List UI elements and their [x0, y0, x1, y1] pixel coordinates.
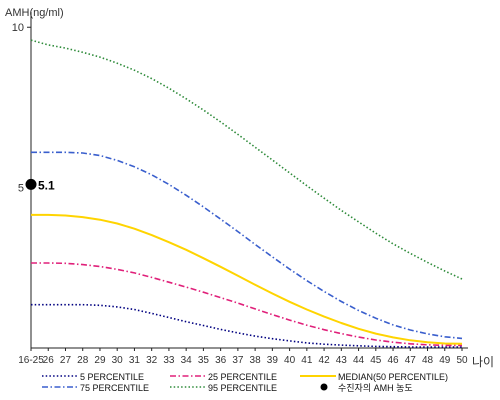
y-tick-label: 10 — [12, 22, 24, 34]
x-tick-label: 49 — [439, 355, 451, 366]
patient-amh-value-label: 5.1 — [38, 178, 55, 192]
x-tick-label: 35 — [198, 355, 210, 366]
x-tick-label: 38 — [250, 355, 262, 366]
x-tick-label: 47 — [405, 355, 417, 366]
legend-label: 95 PERCENTILE — [208, 383, 277, 393]
series-line-95-percentile — [30, 39, 463, 280]
x-tick-label: 42 — [319, 355, 331, 366]
patient-amh-point — [25, 178, 37, 190]
x-tick-label: 29 — [94, 355, 106, 366]
legend-item: 25 PERCENTILE — [170, 372, 277, 382]
y-tick-label: 5 — [18, 183, 24, 195]
x-tick-label: 50 — [456, 355, 468, 366]
series-line-5-percentile — [31, 303, 462, 348]
legend-label: 수진자의 AMH 농도 — [338, 383, 413, 393]
x-tick-label: 31 — [129, 355, 141, 366]
x-tick-label: 36 — [215, 355, 227, 366]
x-tick-label: 37 — [232, 355, 244, 366]
x-tick-label: 45 — [370, 355, 382, 366]
x-tick-label: 26 — [43, 355, 55, 366]
x-tick-label: 46 — [387, 355, 399, 366]
x-tick-label: 28 — [77, 355, 89, 366]
x-axis-label: 나이 — [472, 355, 494, 369]
x-tick-label: 27 — [60, 355, 72, 366]
legend-item: 수진자의 AMH 농도 — [320, 383, 413, 393]
legend-label: 25 PERCENTILE — [208, 372, 277, 382]
x-tick-label: 40 — [284, 355, 296, 366]
legend-label: MEDIAN(50 PERCENTILE) — [338, 372, 448, 382]
series-line-median-50-percentile- — [31, 213, 463, 345]
x-tick-label: 44 — [353, 355, 365, 366]
x-tick-label: 32 — [146, 355, 158, 366]
x-tick-label: 43 — [336, 355, 348, 366]
y-axis-label: AMH(ng/ml) — [5, 7, 64, 19]
legend-item: 75 PERCENTILE — [42, 383, 149, 393]
legend: 5 PERCENTILE 25 PERCENTILE MEDIAN(50 PERCE… — [42, 372, 448, 393]
x-tick-label: 34 — [181, 355, 193, 366]
patient-marker: 5.1 — [25, 178, 55, 192]
x-tick-label: 33 — [163, 355, 175, 366]
legend-label: 75 PERCENTILE — [80, 383, 149, 393]
legend-swatch-marker — [320, 383, 328, 391]
x-tick-label: 41 — [301, 355, 313, 366]
series-line-25-percentile — [31, 262, 462, 347]
axes — [30, 12, 468, 349]
series-line-75-percentile — [31, 151, 463, 340]
x-tick-label: 48 — [422, 355, 434, 366]
legend-item: MEDIAN(50 PERCENTILE) — [300, 372, 448, 382]
series-lines — [30, 39, 463, 348]
y-ticks: 5 10 — [12, 22, 31, 195]
legend-item: 95 PERCENTILE — [170, 383, 277, 393]
x-tick-label: 30 — [112, 355, 124, 366]
x-tick-label: 16-25 — [18, 355, 44, 366]
legend-item: 5 PERCENTILE — [42, 372, 144, 382]
x-tick-label: 39 — [267, 355, 279, 366]
legend-label: 5 PERCENTILE — [80, 372, 144, 382]
